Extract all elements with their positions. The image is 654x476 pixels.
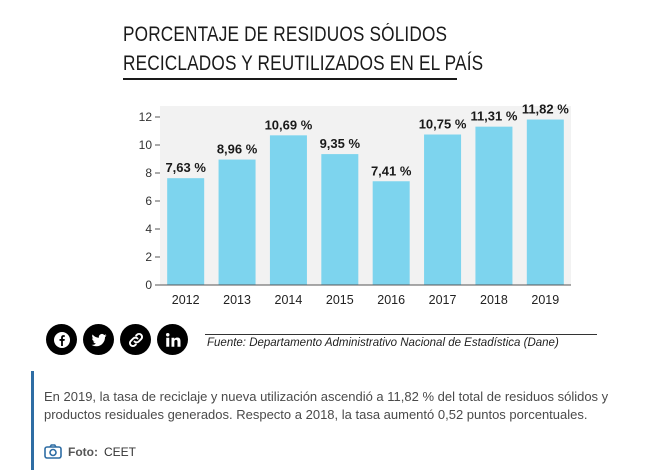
- x-tick-label: 2013: [223, 293, 251, 307]
- y-tick-label: 6: [145, 194, 152, 208]
- bar: [526, 119, 564, 286]
- source-divider: [205, 334, 597, 335]
- facebook-icon: [53, 331, 70, 348]
- camera-icon: [44, 444, 62, 459]
- bar: [424, 134, 462, 285]
- bar: [218, 159, 256, 285]
- data-label: 9,35 %: [320, 136, 361, 151]
- twitter-icon: [91, 333, 106, 346]
- data-label: 10,75 %: [419, 117, 467, 132]
- linkedin-icon: [165, 332, 180, 347]
- twitter-share-button[interactable]: [83, 324, 114, 355]
- share-buttons: [46, 324, 188, 355]
- y-tick-label: 8: [145, 166, 152, 180]
- x-tick-label: 2015: [326, 293, 354, 307]
- chart-source: Fuente: Departamento Administrativo Naci…: [207, 337, 559, 349]
- copy-link-button[interactable]: [120, 324, 151, 355]
- chart-title-line-2: RECICLADOS Y REUTILIZADOS EN EL PAÍS: [123, 52, 484, 75]
- y-tick-label: 4: [145, 222, 152, 236]
- bar: [372, 181, 410, 285]
- x-tick-label: 2018: [480, 293, 508, 307]
- data-label: 7,41 %: [371, 163, 412, 178]
- data-label: 7,63 %: [165, 160, 206, 175]
- bar: [167, 178, 205, 285]
- bar: [269, 135, 307, 285]
- y-tick-label: 2: [145, 250, 152, 264]
- y-tick-label: 10: [139, 138, 153, 152]
- photo-credit-label: Foto:: [68, 444, 98, 459]
- data-label: 11,82 %: [522, 102, 569, 117]
- chart-title-line-1: PORCENTAJE DE RESIDUOS SÓLIDOS: [123, 23, 448, 46]
- x-tick-label: 2016: [377, 293, 405, 307]
- title-underline: [123, 78, 457, 80]
- link-icon: [128, 332, 143, 347]
- photo-credit-value: CEET: [103, 444, 136, 459]
- chart-title: PORCENTAJE DE RESIDUOS SÓLIDOS RECICLADO…: [123, 20, 483, 78]
- x-tick-label: 2014: [275, 293, 303, 307]
- bar-chart: 0 2 4 6 8 10 12 7,63 % 2012 8,96 % 2013 10,69 % 2014…: [139, 102, 571, 307]
- x-tick-label: 2012: [172, 293, 200, 307]
- y-tick-label: 12: [139, 110, 153, 124]
- x-tick-label: 2017: [429, 293, 457, 307]
- y-tick-label: 0: [145, 278, 152, 292]
- bar: [475, 126, 513, 285]
- data-label: 10,69 %: [265, 117, 313, 132]
- data-label: 8,96 %: [217, 142, 258, 157]
- x-tick-label: 2019: [531, 293, 559, 307]
- caption-accent-bar: [31, 371, 34, 470]
- facebook-share-button[interactable]: [46, 324, 77, 355]
- linkedin-share-button[interactable]: [157, 324, 188, 355]
- photo-credit: Foto: CEET: [44, 444, 136, 459]
- bar: [321, 154, 359, 285]
- image-caption: En 2019, la tasa de reciclaje y nueva ut…: [44, 389, 609, 422]
- data-label: 11,31 %: [470, 109, 517, 124]
